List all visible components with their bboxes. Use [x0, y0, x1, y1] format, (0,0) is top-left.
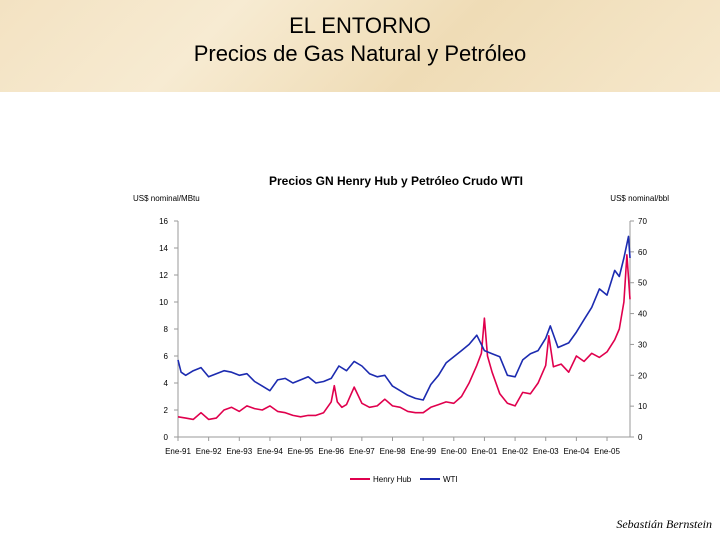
y-left-tick-label: 8	[164, 325, 169, 334]
y-right-tick-label: 10	[638, 402, 647, 411]
legend-label: WTI	[443, 475, 458, 484]
y-left-tick-label: 6	[164, 352, 169, 361]
x-tick-label: Ene-05	[594, 447, 620, 456]
series-line-henry-hub	[177, 254, 631, 421]
y-right-tick-label: 30	[638, 340, 647, 349]
footer-credit: Sebastián Bernstein	[616, 517, 712, 531]
x-tick-label: Ene-91	[165, 447, 191, 456]
x-tick-label: Ene-92	[196, 447, 222, 456]
x-tick-label: Ene-95	[288, 447, 314, 456]
y-axis-right-label: US$ nominal/bbl	[610, 194, 669, 203]
legend-label: Henry Hub	[373, 475, 412, 484]
x-tick-label: Ene-01	[472, 447, 498, 456]
y-left-tick-label: 14	[159, 244, 168, 253]
x-tick-label: Ene-94	[257, 447, 283, 456]
x-tick-label: Ene-00	[441, 447, 467, 456]
slide-title-line-2: Precios de Gas Natural y Petróleo	[193, 41, 527, 66]
y-right-tick-label: 50	[638, 279, 647, 288]
y-left-tick-label: 0	[164, 433, 169, 442]
y-left-tick-label: 2	[164, 406, 169, 415]
y-right-tick-label: 70	[638, 217, 647, 226]
x-tick-label: Ene-99	[410, 447, 436, 456]
y-left-tick-label: 10	[159, 298, 168, 307]
x-tick-label: Ene-03	[533, 447, 559, 456]
slide-title-line-1: EL ENTORNO	[289, 13, 431, 38]
x-tick-label: Ene-97	[349, 447, 375, 456]
y-left-tick-label: 12	[159, 271, 168, 280]
x-tick-label: Ene-02	[502, 447, 528, 456]
series-line-wti	[177, 235, 631, 401]
chart-title: Precios GN Henry Hub y Petróleo Crudo WT…	[269, 174, 523, 188]
y-right-tick-label: 60	[638, 248, 647, 257]
slide-title: EL ENTORNO Precios de Gas Natural y Petr…	[0, 12, 720, 68]
x-tick-label: Ene-96	[318, 447, 344, 456]
y-left-tick-label: 16	[159, 217, 168, 226]
y-left-tick-label: 4	[164, 379, 169, 388]
y-right-tick-label: 40	[638, 310, 647, 319]
x-tick-label: Ene-98	[380, 447, 406, 456]
series-layer	[177, 235, 631, 421]
y-right-tick-label: 0	[638, 433, 643, 442]
legend: Henry Hub WTI	[350, 475, 458, 484]
y-axis-left-label: US$ nominal/MBtu	[133, 194, 200, 203]
y-right-tick-label: 20	[638, 371, 647, 380]
x-tick-label: Ene-93	[226, 447, 252, 456]
title-band	[0, 0, 720, 92]
x-tick-label: Ene-04	[563, 447, 589, 456]
